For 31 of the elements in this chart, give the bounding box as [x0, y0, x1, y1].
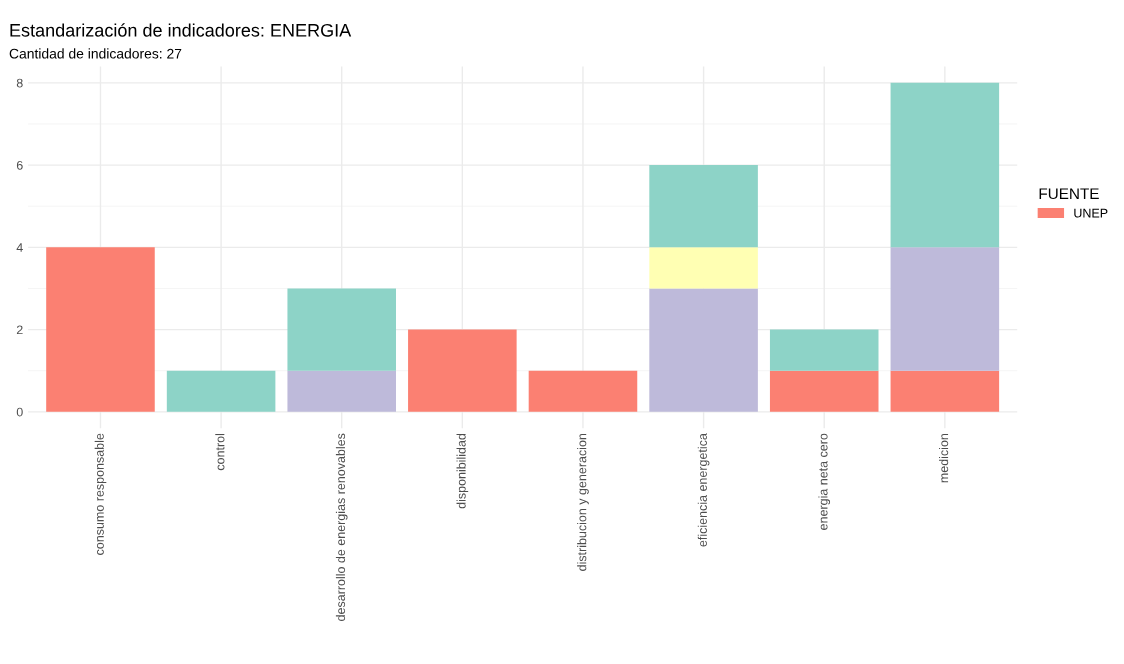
bar [890, 247, 1000, 371]
x-tick-label: eficiencia energetica [697, 433, 710, 547]
y-tick-label: 6 [16, 160, 23, 170]
y-tick-label: 8 [16, 78, 23, 88]
chart-title: Estandarización de indicadores: ENERGIA [10, 23, 352, 37]
bar [649, 165, 758, 248]
bar [890, 82, 1000, 248]
bar [408, 329, 517, 412]
bar [166, 370, 276, 412]
y-tick-label: 4 [16, 243, 23, 252]
x-tick-label: energia neta cero [818, 433, 831, 530]
y-tick-label: 0 [16, 407, 23, 417]
bar [649, 247, 758, 289]
legend-label: UNEP [1074, 208, 1108, 218]
x-tick-label: consumo responsable [94, 433, 107, 555]
legend-title: FUENTE [1039, 188, 1099, 200]
chart-subtitle: Cantidad de indicadores: 27 [9, 48, 182, 59]
x-tick-label: medicion [939, 433, 949, 483]
x-tick-label: desarrollo de energias renovables [335, 433, 348, 621]
x-tick-label: disponibilidad [456, 433, 469, 509]
bar [890, 370, 1000, 412]
x-tick-label: distribucion y generacion [577, 433, 589, 571]
bar [769, 370, 879, 412]
bar [287, 370, 396, 412]
bar [528, 370, 638, 412]
bar [46, 247, 155, 412]
bar [287, 288, 396, 371]
bar [649, 288, 758, 412]
bar [769, 329, 879, 371]
x-tick-label: control [215, 433, 225, 471]
y-tick-label: 2 [16, 325, 23, 335]
